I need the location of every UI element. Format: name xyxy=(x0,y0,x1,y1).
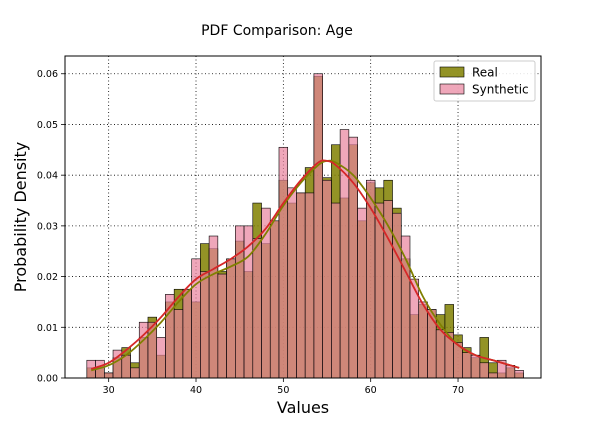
bar-synthetic xyxy=(470,354,481,379)
bar-synthetic xyxy=(313,73,323,379)
bar-synthetic xyxy=(462,352,472,379)
bar-synthetic xyxy=(173,309,184,379)
bar-synthetic xyxy=(514,370,524,379)
bar-synthetic xyxy=(278,146,289,379)
bar-synthetic xyxy=(304,192,315,379)
x-tick-label: 60 xyxy=(365,385,377,396)
bar-synthetic xyxy=(156,337,166,379)
bar-synthetic xyxy=(435,329,446,379)
bar-synthetic xyxy=(331,202,341,379)
bar-synthetic xyxy=(269,220,280,379)
kde-line-synthetic xyxy=(90,159,520,370)
bar-synthetic xyxy=(121,354,131,379)
y-axis: 0.00 0.01 0.02 0.03 0.04 0.05 0.06 xyxy=(37,69,65,385)
y-tick-label: 0.00 xyxy=(37,374,58,385)
y-axis-label: Probability Density xyxy=(11,142,30,293)
bar-synthetic xyxy=(182,288,192,379)
bars-synthetic xyxy=(86,73,524,379)
bar-synthetic xyxy=(322,179,332,379)
bar-synthetic xyxy=(130,367,140,379)
y-tick-label: 0.02 xyxy=(37,272,58,283)
legend-label-real: Real xyxy=(472,66,498,80)
x-tick-label: 30 xyxy=(103,385,115,396)
bar-synthetic xyxy=(479,362,489,379)
bar-synthetic xyxy=(296,192,306,379)
bar-synthetic xyxy=(217,273,227,379)
x-tick-label: 50 xyxy=(277,385,289,396)
chart-title: PDF Comparison: Age xyxy=(201,23,353,39)
y-tick-label: 0.04 xyxy=(37,171,58,182)
bar-synthetic xyxy=(208,235,219,379)
x-tick-label: 40 xyxy=(190,385,202,396)
legend: Real Synthetic xyxy=(433,60,536,102)
y-tick-label: 0.06 xyxy=(37,69,58,80)
x-tick-label: 70 xyxy=(452,385,464,396)
x-axis-label: Values xyxy=(277,398,329,417)
legend-swatch-synthetic xyxy=(439,83,465,95)
y-tick-label: 0.03 xyxy=(37,221,58,232)
bar-synthetic xyxy=(366,179,376,379)
bar-synthetic xyxy=(252,238,262,379)
plot-frame xyxy=(64,55,542,379)
y-tick-label: 0.01 xyxy=(37,323,58,334)
bar-synthetic xyxy=(235,225,245,379)
bar-synthetic xyxy=(505,365,516,379)
legend-swatch-real xyxy=(439,66,465,78)
bar-synthetic xyxy=(104,372,114,379)
kde-layer xyxy=(90,159,520,372)
bar-synthetic xyxy=(138,321,149,379)
bar-synthetic xyxy=(200,271,210,379)
bar-synthetic xyxy=(357,207,367,379)
bar-synthetic xyxy=(287,187,297,379)
bar-synthetic xyxy=(226,258,236,379)
bar-synthetic xyxy=(488,372,498,379)
legend-label-synthetic: Synthetic xyxy=(472,83,529,97)
y-tick-label: 0.05 xyxy=(37,120,58,131)
bar-synthetic xyxy=(418,301,428,379)
x-axis: 30 40 50 60 70 xyxy=(103,378,464,396)
